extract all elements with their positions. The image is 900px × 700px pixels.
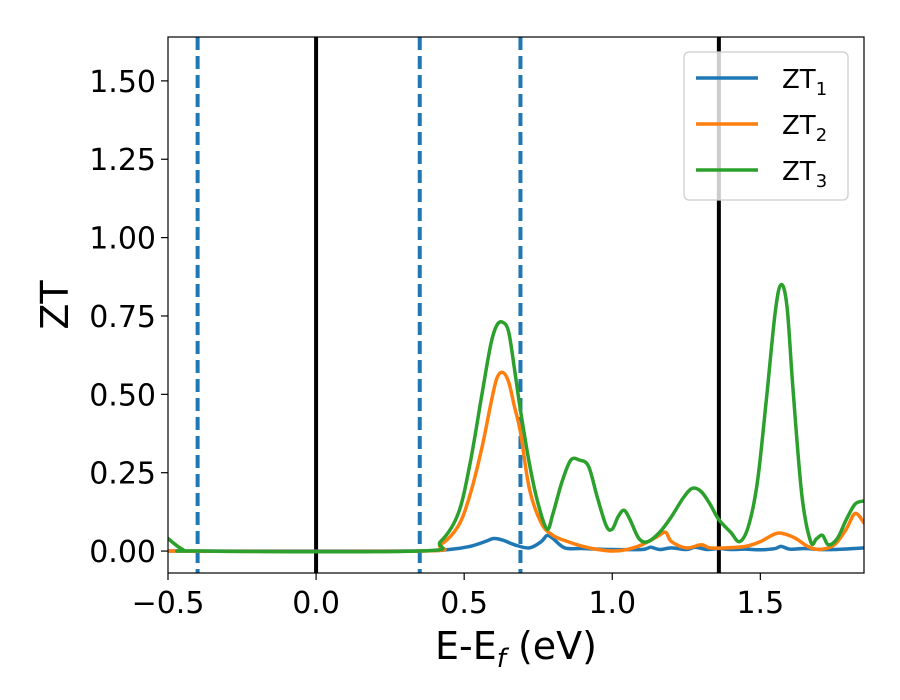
x-axis-ticks: −0.5 0.0 0.5 1.0 1.5 <box>132 573 784 621</box>
y-tick-label: 1.25 <box>89 143 156 178</box>
y-tick-label: 0.50 <box>89 378 156 413</box>
legend-label-main: ZT <box>782 157 816 187</box>
x-axis-label-unit: (eV) <box>506 624 597 668</box>
series-line-3 <box>168 282 864 554</box>
plot-frame <box>167 36 865 574</box>
series-lines <box>168 282 864 554</box>
x-tick-label: 1.5 <box>736 586 784 621</box>
y-axis-ticks: 0.00 0.25 0.50 0.75 1.00 1.25 1.50 <box>89 65 168 570</box>
y-tick-label: 0.75 <box>89 300 156 335</box>
legend-label-3: ZT3 <box>782 157 827 192</box>
y-tick-label: 1.50 <box>89 65 156 100</box>
legend-frame <box>683 51 849 201</box>
legend-label-main: ZT <box>782 65 816 95</box>
x-tick-label: 1.0 <box>588 586 636 621</box>
legend-label-2: ZT2 <box>782 111 827 146</box>
series-line-2 <box>168 370 864 554</box>
y-tick-label: 1.00 <box>89 222 156 257</box>
y-axis-label: ZT <box>33 280 77 330</box>
x-tick-label: 0.0 <box>292 586 340 621</box>
series-line-1 <box>168 533 864 553</box>
legend-label-main: ZT <box>782 111 816 141</box>
x-tick-label: −0.5 <box>132 586 205 621</box>
y-tick-label: 0.00 <box>89 535 156 570</box>
x-axis-label-main: E-E <box>435 624 497 668</box>
legend-label-subscript: 1 <box>816 79 827 100</box>
x-axis-label: E-Ef (eV) <box>435 624 597 674</box>
legend-label-1: ZT1 <box>782 65 827 100</box>
legend-label-subscript: 2 <box>816 125 827 146</box>
legend-label-subscript: 3 <box>816 171 827 192</box>
y-tick-label: 0.25 <box>89 457 156 492</box>
x-tick-label: 0.5 <box>440 586 488 621</box>
